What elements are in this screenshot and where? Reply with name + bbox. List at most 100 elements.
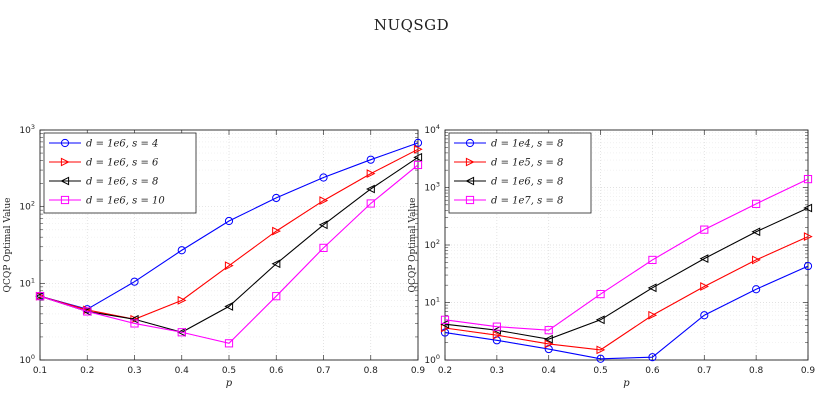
- data-point: [177, 328, 186, 337]
- data-point: [413, 160, 423, 170]
- legend-label: d = 1e7, s = 8: [491, 196, 563, 207]
- legend-marker: [60, 157, 70, 167]
- x-tick-label: 0.7: [316, 366, 330, 376]
- series-line: [444, 265, 809, 360]
- data-point: [413, 152, 423, 162]
- data-point: [83, 307, 92, 316]
- legend-label: d = 1e6, s = 8: [86, 177, 158, 188]
- legend-marker: [465, 157, 475, 167]
- data-point: [492, 330, 502, 340]
- legend-label: d = 1e6, s = 6: [86, 158, 159, 169]
- x-tick-label: 0.8: [749, 366, 764, 376]
- x-tick-label: 0.8: [364, 366, 379, 376]
- data-point: [35, 292, 45, 301]
- data-point: [596, 354, 605, 363]
- x-tick-label: 0.6: [269, 366, 284, 376]
- data-point: [700, 282, 710, 291]
- data-point: [224, 302, 234, 311]
- series-d-1e6-s-10: [35, 160, 423, 348]
- data-point: [224, 216, 234, 226]
- x-tick-label: 0.6: [645, 366, 660, 376]
- data-point: [544, 326, 553, 335]
- data-point: [130, 319, 139, 328]
- data-point: [803, 232, 813, 242]
- y-tick-label: 103: [19, 123, 35, 136]
- axes-frame: [39, 129, 419, 361]
- x-tick-label: 0.3: [127, 366, 141, 376]
- data-point: [752, 255, 761, 265]
- data-point: [272, 193, 281, 203]
- data-point: [177, 295, 187, 305]
- legend-marker: [465, 176, 475, 186]
- data-point: [129, 314, 139, 324]
- x-tick-label: 0.1: [33, 366, 47, 376]
- data-point: [440, 319, 450, 329]
- data-point: [440, 328, 450, 337]
- x-tick-label: 0.2: [80, 366, 94, 376]
- x-tick-label: 0.3: [490, 366, 504, 376]
- data-point: [272, 292, 281, 301]
- legend-marker: [60, 195, 70, 205]
- data-point: [700, 311, 709, 320]
- series-d-1e6-s-8: [440, 203, 813, 344]
- data-point: [130, 277, 139, 286]
- x-tick-label: 0.9: [801, 366, 816, 376]
- data-point: [648, 310, 658, 320]
- data-point: [699, 254, 709, 264]
- legend: d = 1e4, s = 8 d = 1e5, s = 8 d = 1e6, s =…: [448, 132, 592, 214]
- data-point: [366, 169, 376, 179]
- data-point: [803, 174, 813, 184]
- data-point: [752, 199, 761, 208]
- data-point: [596, 289, 605, 299]
- series-line: [444, 178, 809, 331]
- legend-marker: [60, 176, 70, 186]
- data-point: [318, 220, 328, 230]
- data-point: [224, 339, 234, 348]
- legend-marker: [465, 138, 475, 148]
- y-tick-label: 100: [19, 353, 35, 366]
- data-point: [648, 353, 657, 362]
- x-tick-label: 0.4: [542, 366, 557, 376]
- data-point: [751, 227, 761, 237]
- legend-label: d = 1e6, s = 10: [86, 196, 165, 207]
- legend-marker: [465, 195, 475, 205]
- data-point: [366, 199, 375, 208]
- series-d-1e4-s-8: [440, 261, 813, 363]
- x-tick-label: 0.9: [411, 366, 426, 376]
- x-axis-label: p: [226, 378, 233, 389]
- data-point: [271, 259, 281, 269]
- series-d-1e7-s-8: [440, 174, 813, 335]
- data-point: [803, 203, 813, 213]
- x-tick-label: 0.5: [593, 366, 607, 376]
- data-point: [413, 138, 423, 147]
- series-line: [444, 207, 809, 340]
- chart-panel-1: 100 101 102 103 0.1 0.2 0.3 0.4 0.5 0.6 0.7 0.8 0.9 p…: [3, 123, 425, 389]
- x-tick-label: 0.2: [438, 366, 452, 376]
- figure-title: NUQSGD: [373, 16, 450, 34]
- x-axis-label: p: [623, 378, 630, 389]
- y-tick-label: 102: [19, 200, 35, 213]
- y-tick-label: 101: [424, 296, 440, 309]
- data-point: [596, 345, 606, 355]
- x-tick-label: 0.4: [175, 366, 190, 376]
- data-point: [544, 339, 554, 349]
- data-point: [224, 261, 234, 271]
- legend-label: d = 1e6, s = 4: [86, 139, 158, 150]
- axes-frame: [444, 129, 809, 361]
- series-d-1e5-s-8: [440, 232, 813, 355]
- data-point: [648, 255, 657, 265]
- data-point: [492, 322, 501, 331]
- y-tick-label: 101: [19, 276, 35, 289]
- series-line: [444, 236, 809, 351]
- data-point: [319, 196, 329, 206]
- chart-panel-2: 100 101 102 103 104 0.2 0.3 0.4 0.5 0.6 0.7 0.8 0.9 p…: [408, 123, 815, 389]
- data-point: [366, 155, 375, 164]
- data-point: [647, 283, 657, 293]
- data-point: [272, 226, 281, 236]
- data-point: [440, 315, 450, 324]
- data-point: [319, 173, 328, 182]
- y-tick-label: 100: [424, 353, 440, 366]
- data-point: [413, 144, 423, 154]
- y-tick-label: 103: [424, 181, 440, 194]
